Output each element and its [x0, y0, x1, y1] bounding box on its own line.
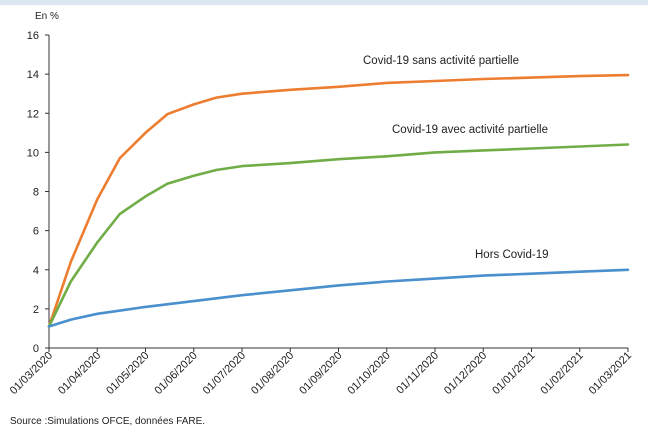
y-tick-label: 0 [33, 343, 39, 355]
x-tick-label: 01/12/2020 [442, 350, 489, 397]
x-tick-label: 01/06/2020 [152, 350, 199, 397]
x-tick-label: 01/10/2020 [345, 350, 392, 397]
x-tick-label: 01/03/2021 [587, 350, 634, 397]
series-label-2: Hors Covid-19 [475, 249, 549, 261]
x-tick-label: 01/07/2020 [201, 350, 248, 397]
series-label-0: Covid-19 sans activité partielle [363, 55, 519, 67]
x-tick-label: 01/03/2020 [8, 350, 55, 397]
x-tick-label: 01/05/2020 [104, 350, 151, 397]
y-tick-label: 4 [33, 265, 39, 277]
x-tick-label: 01/04/2020 [56, 350, 103, 397]
series-label-1: Covid-19 avec activité partielle [392, 124, 548, 136]
series-line-2 [47, 268, 630, 328]
y-tick-label: 6 [33, 226, 39, 238]
y-unit-label: En % [35, 11, 59, 22]
series-line-0 [47, 73, 630, 328]
y-tick-label: 10 [27, 147, 39, 159]
series-line-1 [47, 143, 630, 328]
y-tick-label: 14 [27, 69, 39, 81]
y-tick-label: 2 [33, 304, 39, 316]
y-tick-label: 16 [27, 30, 39, 42]
x-tick-label: 01/09/2020 [297, 350, 344, 397]
y-tick-label: 12 [27, 108, 39, 120]
source-note: Source :Simulations OFCE, données FARE. [10, 416, 206, 427]
x-tick-label: 01/02/2021 [538, 350, 585, 397]
x-tick-label: 01/11/2020 [394, 350, 441, 397]
x-tick-label: 01/01/2021 [490, 350, 537, 397]
x-tick-label: 01/08/2020 [249, 350, 296, 397]
top-rule [0, 0, 648, 5]
y-tick-label: 8 [33, 187, 39, 199]
